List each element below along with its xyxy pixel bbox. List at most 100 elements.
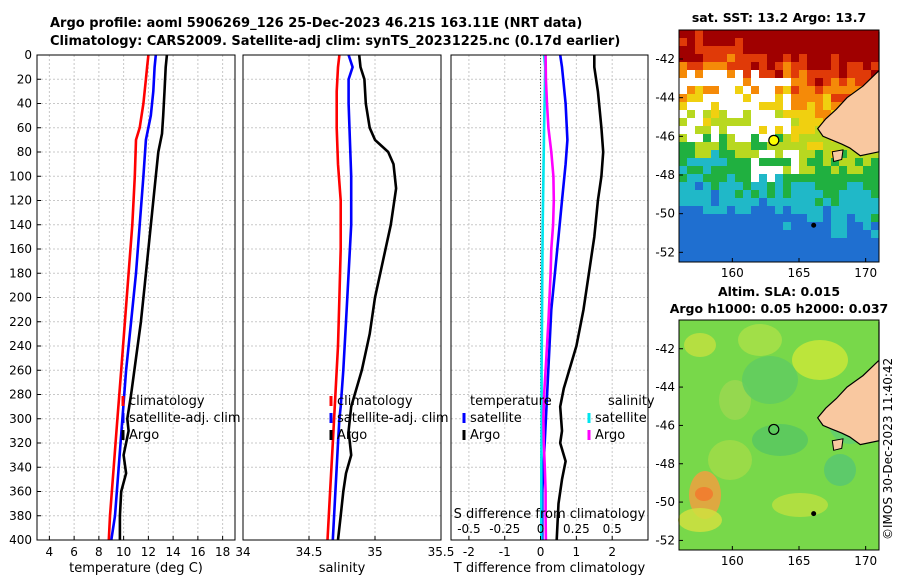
legend-title-salinity: salinity [608,394,655,409]
sst-cell [679,134,687,142]
legend-label: satellite [470,411,522,426]
sst-cell [719,142,727,150]
sst-cell [687,222,695,230]
sst-cell [727,190,735,198]
sst-cell [775,182,783,190]
argo-float-marker [768,134,780,146]
map-y-tick-label: -42 [655,342,675,356]
sst-cell [775,78,783,86]
sst-cell [735,102,743,110]
sst-cell [847,222,855,230]
sst-cell [695,38,703,46]
sst-cell [711,150,719,158]
sst-cell [719,94,727,102]
sst-cell [695,134,703,142]
sst-cell [687,198,695,206]
sst-cell [847,158,855,166]
sst-cell [719,86,727,94]
map-y-tick-label: -50 [655,495,675,509]
sst-cell [775,222,783,230]
sla-anomaly-patch [678,508,722,532]
legend-label: satellite-adj. clim [129,411,241,426]
sst-cell [799,174,807,182]
sst-cell [767,254,775,262]
sst-cell [855,222,863,230]
sst-cell [863,38,871,46]
sst-cell [767,30,775,38]
sst-cell [695,78,703,86]
sst-cell [871,214,879,222]
legend-label: satellite-adj. clim [337,411,449,426]
sst-cell [807,46,815,54]
y-tick-label: 220 [9,315,32,329]
sst-cell [767,214,775,222]
sst-cell [839,150,847,158]
sst-cell [727,182,735,190]
sst-cell [815,214,823,222]
sst-cell [823,254,831,262]
sst-cell [839,166,847,174]
sst-cell [807,158,815,166]
x-tick-label: 12 [141,545,156,559]
map-frame [678,319,880,551]
sst-cell [695,62,703,70]
sst-cell [687,150,695,158]
sst-cell [791,134,799,142]
sla-anomaly-patch [719,380,751,420]
sst-cell [791,78,799,86]
sst-cell [727,78,735,86]
sst-cell [743,30,751,38]
sst-cell [791,38,799,46]
sst-cell [783,94,791,102]
sst-cell [727,70,735,78]
sst-cell [791,206,799,214]
sst-cell [775,214,783,222]
sst-cell [767,222,775,230]
x-tick-label: 14 [165,545,180,559]
sst-cell [767,150,775,158]
sst-cell [695,222,703,230]
sst-cell [783,142,791,150]
sst-cell [751,166,759,174]
sst-cell [791,118,799,126]
sst-cell [751,38,759,46]
sst-cell [711,166,719,174]
sst-cell [807,142,815,150]
sst-cell [839,38,847,46]
sst-cell [743,206,751,214]
sst-cell [783,246,791,254]
x-tick-label: 16 [190,545,205,559]
legend-label: climatology [129,394,205,409]
sst-cell [799,94,807,102]
x-tick-label: 8 [95,545,103,559]
sst-cell [775,86,783,94]
sst-cell [863,70,871,78]
sst-cell [871,254,879,262]
sst-cell [735,46,743,54]
sst-cell [679,126,687,134]
sst-cell [807,62,815,70]
sst-cell [863,54,871,62]
sst-cell [767,118,775,126]
sst-cell [767,46,775,54]
sst-cell [735,54,743,62]
sst-cell [735,30,743,38]
sst-cell [735,86,743,94]
sst-cell [687,230,695,238]
sst-cell [807,166,815,174]
sst-cell [807,150,815,158]
sst-cell [775,46,783,54]
sst-cell [735,62,743,70]
sst-cell [839,174,847,182]
sst-cell [831,78,839,86]
sst-cell [799,118,807,126]
sst-cell [815,54,823,62]
sst-cell [783,214,791,222]
sst-cell [855,174,863,182]
y-tick-label: 20 [17,72,32,86]
sst-cell [815,118,823,126]
header-line1: Argo profile: aoml 5906269_126 25-Dec-20… [50,16,582,31]
sst-cell [703,126,711,134]
sst-cell [687,206,695,214]
sst-cell [855,46,863,54]
